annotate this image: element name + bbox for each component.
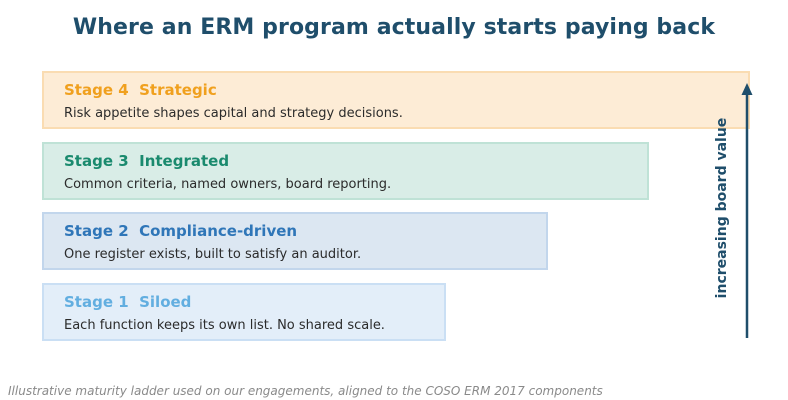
stage-1-box: Stage 1 Siloed Each function keeps its o… bbox=[42, 283, 446, 341]
axis-label-text: increasing board value bbox=[714, 117, 730, 299]
stage-3-box: Stage 3 Integrated Common criteria, name… bbox=[42, 142, 649, 200]
stage-2-box: Stage 2 Compliance-driven One register e… bbox=[42, 212, 548, 270]
diagram-title: Where an ERM program actually starts pay… bbox=[72, 15, 716, 40]
stage-3-label: Stage 3 Integrated bbox=[64, 152, 230, 170]
stage-2-label: Stage 2 Compliance-driven bbox=[64, 222, 298, 240]
up-arrow-icon bbox=[741, 83, 753, 338]
stage-4-box: Stage 4 Strategic Risk appetite shapes c… bbox=[42, 71, 750, 129]
stage-1-description: Each function keeps its own list. No sha… bbox=[64, 318, 385, 333]
stage-4-description: Risk appetite shapes capital and strateg… bbox=[64, 106, 403, 121]
arrowhead bbox=[741, 83, 753, 95]
stage-3-description: Common criteria, named owners, board rep… bbox=[64, 177, 392, 192]
stage-2-description: One register exists, built to satisfy an… bbox=[64, 247, 362, 262]
stage-1-label: Stage 1 Siloed bbox=[64, 293, 192, 311]
stage-4-label: Stage 4 Strategic bbox=[64, 81, 217, 99]
footnote: Illustrative maturity ladder used on our… bbox=[8, 384, 603, 398]
